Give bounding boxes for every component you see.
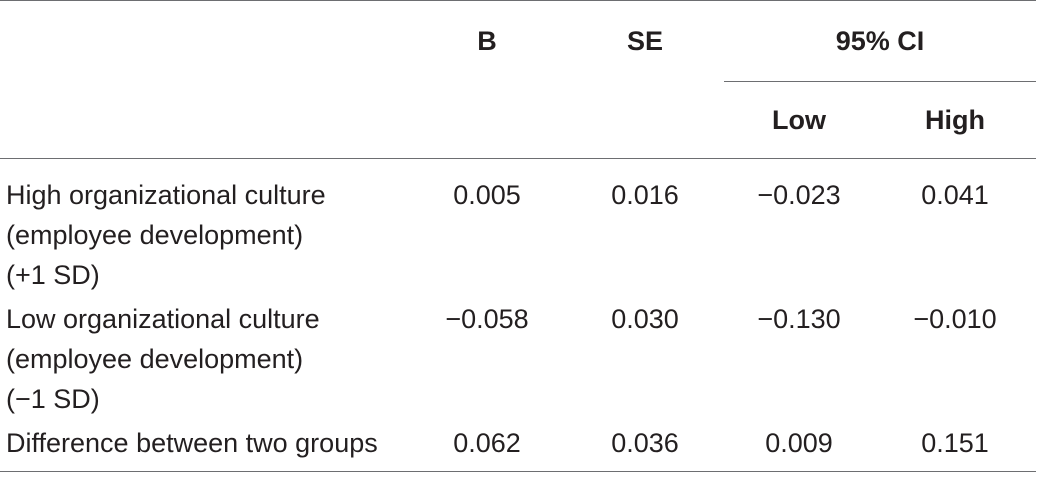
row-label: High organizational culture (employee de… (0, 159, 408, 296)
row-label-line: (+1 SD) (6, 260, 100, 290)
table-row: Difference between two groups 0.062 0.03… (0, 419, 1037, 472)
header-low: Low (724, 81, 874, 159)
header-row-1: B SE 95% CI (0, 0, 1037, 82)
row-label-line: Difference between two groups (6, 428, 378, 458)
cell-ci-low: 0.009 (724, 419, 874, 472)
cell-ci-high: −0.010 (913, 304, 997, 334)
cell-se: 0.030 (611, 304, 679, 334)
table-row: Low organizational culture (employee dev… (0, 295, 1036, 419)
cell-b: 0.005 (453, 180, 521, 210)
row-label-line: (employee development) (6, 220, 304, 250)
header-high: High (874, 81, 1037, 159)
header-empty-stub (0, 81, 408, 159)
header-se: SE (566, 0, 724, 82)
table-body: High organizational culture (employee de… (0, 159, 1037, 472)
row-label-line: High organizational culture (6, 180, 326, 210)
row-label-line: Low organizational culture (6, 304, 320, 334)
cell-se: 0.016 (611, 180, 679, 210)
results-table: B SE 95% CI Low High High organizational… (0, 0, 1037, 472)
table-row: High organizational culture (employee de… (0, 159, 1036, 296)
header-empty-se (566, 81, 724, 159)
cell-ci-low: −0.130 (757, 304, 841, 334)
header-empty-b (408, 81, 566, 159)
table-header: B SE 95% CI Low High (0, 0, 1037, 159)
header-ci: 95% CI (724, 0, 1037, 82)
header-row-2: Low High (0, 81, 1037, 159)
cell-ci-high: 0.041 (921, 180, 989, 210)
cell-se: 0.036 (566, 419, 724, 472)
cell-ci-low: −0.023 (757, 180, 841, 210)
row-label-line: (−1 SD) (6, 384, 100, 414)
row-label: Low organizational culture (employee dev… (0, 295, 408, 419)
cell-b: −0.058 (445, 304, 529, 334)
cell-b: 0.062 (408, 419, 566, 472)
header-stub (0, 0, 408, 82)
row-label-line: (employee development) (6, 344, 304, 374)
header-b: B (408, 0, 566, 82)
row-label: Difference between two groups (0, 419, 408, 472)
cell-ci-high: 0.151 (874, 419, 1037, 472)
